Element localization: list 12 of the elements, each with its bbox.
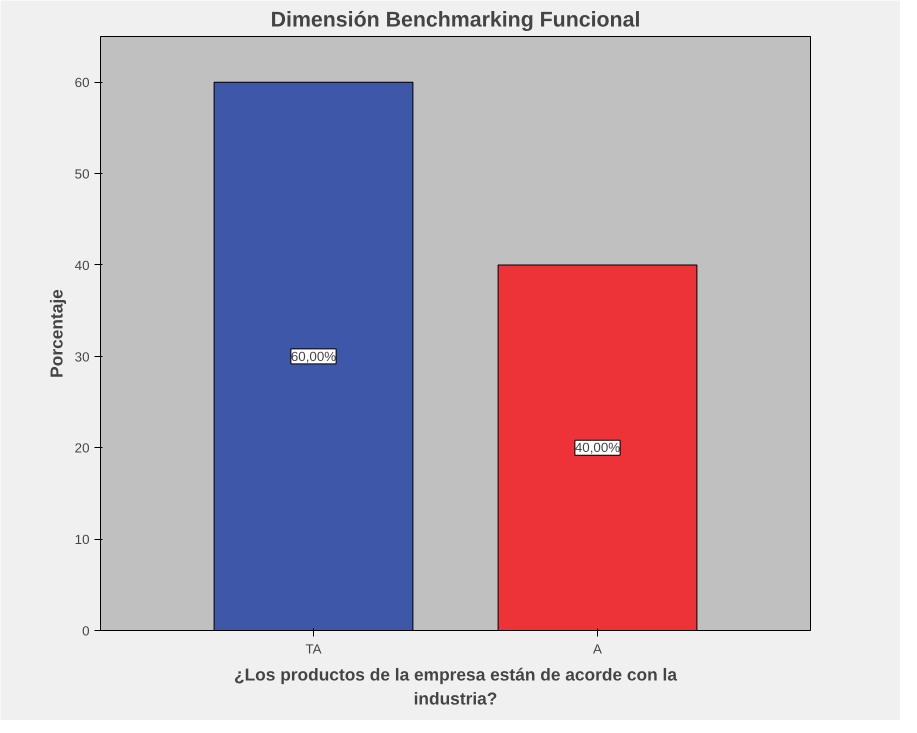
x-tick-label: TA	[305, 642, 322, 656]
y-tick-label: 60	[74, 75, 90, 90]
x-tick-label: A	[593, 642, 602, 656]
y-tick-label: 0	[82, 624, 90, 638]
y-tick-label: 50	[74, 166, 90, 182]
y-axis-title: Porcentaje	[46, 288, 67, 378]
y-tick-label: 20	[74, 440, 90, 456]
x-axis-title: ¿Los productos de la empresa están de acorde con la industria?	[234, 664, 678, 708]
y-tick-label: 10	[74, 532, 90, 548]
y-tick-label: 40	[74, 258, 90, 273]
y-tick-label: 30	[74, 349, 90, 364]
chart-title: Dimensión Benchmarking Funcional	[270, 8, 640, 32]
